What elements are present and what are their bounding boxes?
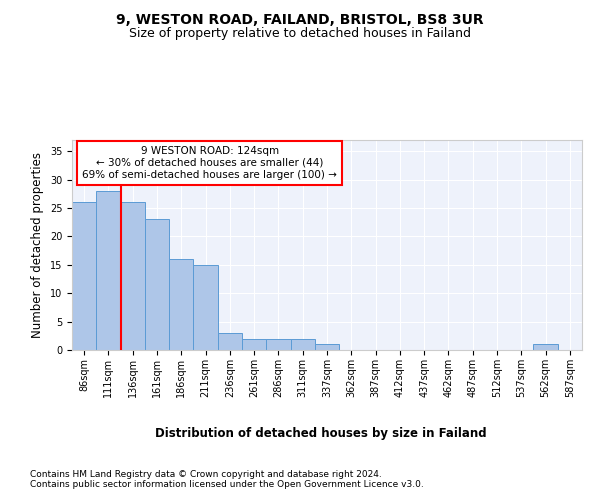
Bar [145, 220, 169, 350]
Bar [290, 338, 315, 350]
Bar [533, 344, 558, 350]
Bar [193, 265, 218, 350]
Text: 9, WESTON ROAD, FAILAND, BRISTOL, BS8 3UR: 9, WESTON ROAD, FAILAND, BRISTOL, BS8 3U… [116, 12, 484, 26]
Y-axis label: Number of detached properties: Number of detached properties [31, 152, 44, 338]
Bar [315, 344, 339, 350]
Bar [96, 191, 121, 350]
Text: Size of property relative to detached houses in Failand: Size of property relative to detached ho… [129, 28, 471, 40]
Text: Contains HM Land Registry data © Crown copyright and database right 2024.
Contai: Contains HM Land Registry data © Crown c… [30, 470, 424, 490]
Bar [242, 338, 266, 350]
Bar [169, 259, 193, 350]
Bar [266, 338, 290, 350]
Bar [218, 333, 242, 350]
Bar [72, 202, 96, 350]
Text: 9 WESTON ROAD: 124sqm
← 30% of detached houses are smaller (44)
69% of semi-deta: 9 WESTON ROAD: 124sqm ← 30% of detached … [82, 146, 337, 180]
Bar [121, 202, 145, 350]
Text: Distribution of detached houses by size in Failand: Distribution of detached houses by size … [155, 428, 487, 440]
